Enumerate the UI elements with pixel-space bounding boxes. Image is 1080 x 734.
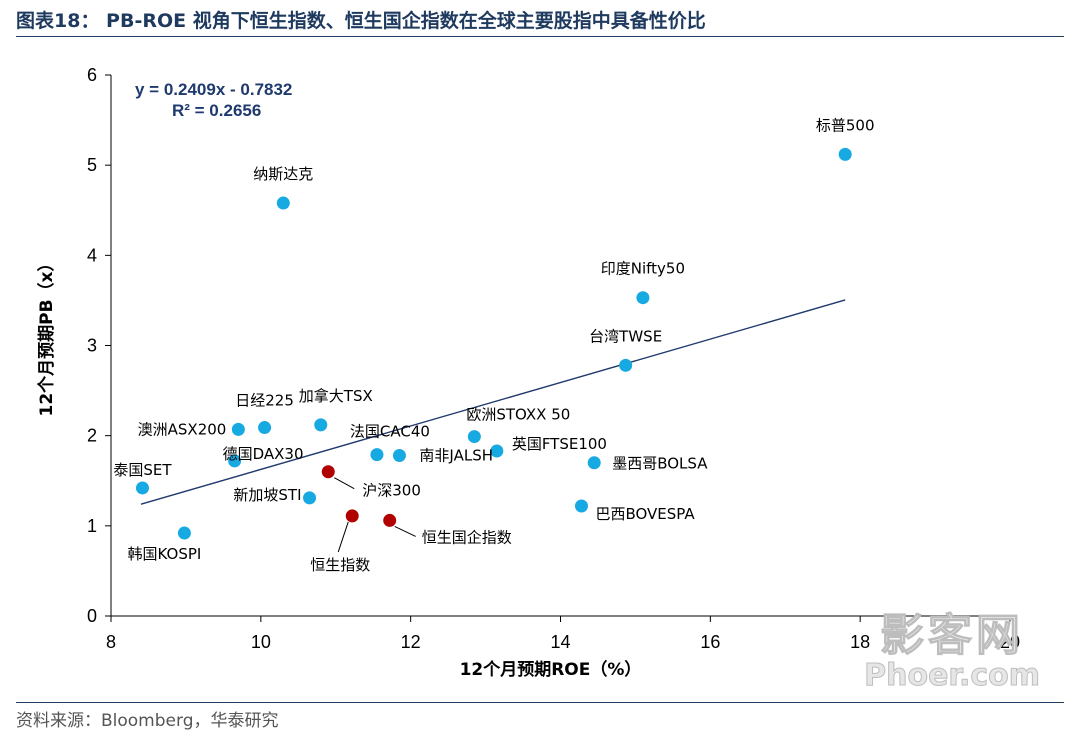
trendline-equation: y = 0.2409x - 0.7832 bbox=[135, 80, 292, 99]
leader-line bbox=[394, 525, 416, 537]
figure-title: 图表18： PB-ROE 视角下恒生指数、恒生国企指数在全球主要股指中具备性价比 bbox=[16, 10, 706, 32]
y-tick-label: 3 bbox=[87, 336, 97, 356]
point-label: 新加坡STI bbox=[233, 486, 301, 504]
point-label: 恒生指数 bbox=[310, 556, 370, 574]
y-tick-label: 6 bbox=[87, 65, 97, 85]
data-point bbox=[276, 196, 290, 210]
point-label: 韩国KOSPI bbox=[128, 545, 202, 563]
data-point bbox=[345, 509, 359, 523]
leader-line bbox=[337, 521, 349, 553]
data-point bbox=[231, 422, 245, 436]
trendline-r2: R² = 0.2656 bbox=[172, 101, 261, 120]
data-point bbox=[135, 481, 149, 495]
data-point bbox=[392, 449, 406, 463]
source-rule bbox=[16, 702, 1064, 703]
data-point bbox=[303, 491, 317, 505]
point-label: 德国DAX30 bbox=[223, 445, 304, 463]
data-point bbox=[587, 456, 601, 470]
trendline bbox=[140, 299, 846, 505]
data-point bbox=[467, 430, 481, 444]
y-tick-label: 1 bbox=[87, 516, 97, 536]
y-tick-label: 0 bbox=[87, 606, 97, 626]
point-label: 标普500 bbox=[816, 116, 875, 134]
x-tick-label: 16 bbox=[700, 632, 720, 652]
title-rule bbox=[16, 36, 1064, 37]
point-label: 南非JALSH bbox=[419, 447, 493, 465]
data-point bbox=[314, 418, 328, 432]
data-point bbox=[574, 499, 588, 513]
y-tick-label: 5 bbox=[87, 155, 97, 175]
data-point bbox=[228, 454, 242, 468]
point-label: 欧洲STOXX 50 bbox=[466, 406, 570, 424]
point-label: 巴西BOVESPA bbox=[595, 505, 695, 523]
x-tick-label: 8 bbox=[106, 632, 116, 652]
data-point bbox=[619, 358, 633, 372]
point-label: 墨西哥BOLSA bbox=[612, 455, 708, 473]
data-point bbox=[838, 147, 852, 161]
point-label: 法国CAC40 bbox=[350, 423, 430, 441]
point-label: 印度Nifty50 bbox=[601, 260, 685, 278]
point-label: 纳斯达克 bbox=[253, 165, 313, 183]
data-point bbox=[383, 513, 397, 527]
data-point bbox=[370, 448, 384, 462]
y-tick-label: 2 bbox=[87, 426, 97, 446]
point-label: 日经225 bbox=[235, 392, 294, 410]
leader-line bbox=[334, 477, 355, 490]
x-tick-label: 20 bbox=[1000, 632, 1020, 652]
data-point bbox=[258, 421, 272, 435]
x-tick-label: 18 bbox=[850, 632, 870, 652]
y-axis-title: 12个月预期PB（x） bbox=[36, 254, 57, 416]
data-point bbox=[490, 444, 504, 458]
point-label: 台湾TWSE bbox=[589, 327, 662, 345]
x-tick-label: 12 bbox=[401, 632, 421, 652]
y-tick-label: 4 bbox=[87, 245, 97, 265]
source-note: 资料来源：Bloomberg，华泰研究 bbox=[16, 711, 279, 731]
point-label: 泰国SET bbox=[113, 461, 172, 479]
data-point bbox=[321, 465, 335, 479]
data-point bbox=[636, 291, 650, 305]
point-label: 恒生国企指数 bbox=[422, 528, 512, 546]
x-tick-label: 14 bbox=[550, 632, 570, 652]
point-label: 加拿大TSX bbox=[299, 387, 373, 405]
point-label: 澳洲ASX200 bbox=[138, 420, 227, 438]
point-label: 沪深300 bbox=[362, 482, 421, 500]
x-axis-title: 12个月预期ROE（%） bbox=[460, 659, 642, 680]
point-label: 英国FTSE100 bbox=[512, 435, 607, 453]
data-point bbox=[177, 526, 191, 540]
x-tick-label: 10 bbox=[251, 632, 271, 652]
